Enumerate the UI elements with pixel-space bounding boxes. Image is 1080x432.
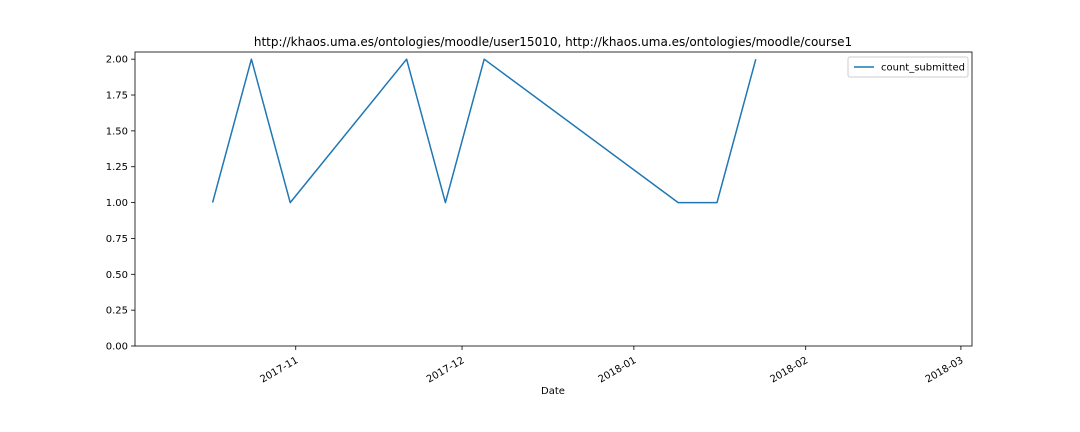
- x-tick-label: 2018-03: [924, 355, 966, 385]
- x-tick-label: 2017-12: [425, 355, 467, 385]
- legend-label: count_submitted: [881, 63, 965, 74]
- legend: count_submitted: [847, 56, 969, 78]
- x-tick-label: 2018-02: [769, 355, 811, 385]
- y-tick-label: 0.50: [106, 270, 128, 281]
- plot-frame: [134, 51, 973, 347]
- chart-title: http://khaos.uma.es/ontologies/moodle/us…: [254, 35, 852, 49]
- legend-box: [847, 56, 969, 78]
- y-tick-label: 0.00: [106, 342, 128, 353]
- y-tick-label: 1.50: [106, 126, 128, 137]
- y-tick-label: 1.00: [106, 198, 128, 209]
- y-tick-label: 0.25: [106, 306, 128, 317]
- y-tick-label: 0.75: [106, 234, 128, 245]
- x-axis-label: Date: [541, 386, 565, 397]
- x-tick-label: 2018-01: [597, 355, 639, 385]
- x-axis: 2017-11 2017-12 2018-01 2018-02 2018-03: [259, 346, 966, 385]
- series-line: [211, 58, 757, 204]
- y-tick-label: 1.75: [106, 91, 128, 102]
- plot-area: [134, 51, 973, 347]
- y-tick-label: 2.00: [106, 55, 128, 66]
- y-axis: 0.00 0.25 0.50 0.75 1.00 1.25 1.50 1.75 2.00: [106, 55, 135, 353]
- x-tick-label: 2017-11: [259, 355, 301, 385]
- y-tick-label: 1.25: [106, 162, 128, 173]
